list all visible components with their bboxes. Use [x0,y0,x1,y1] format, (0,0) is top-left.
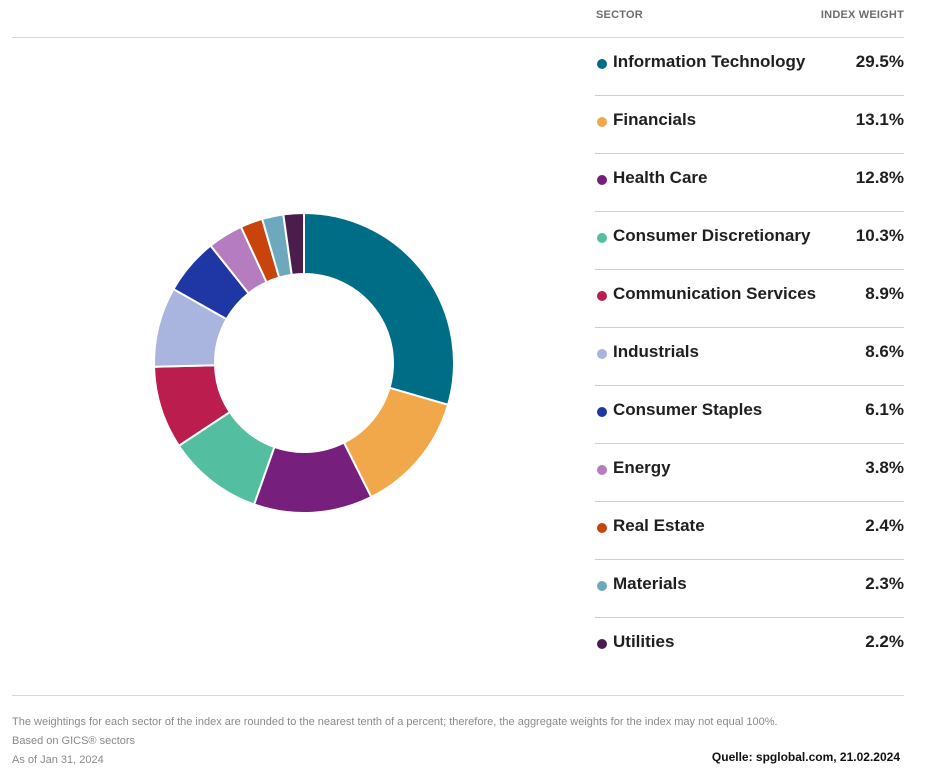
table-row: Health Care 12.8% [595,154,904,212]
table-row: Energy 3.8% [595,444,904,502]
sector-weight: 29.5% [855,52,904,71]
legend-dot-icon [597,465,607,475]
table-row: Consumer Discretionary 10.3% [595,212,904,270]
legend-dot-icon [597,59,607,69]
sector-weight: 6.1% [865,400,904,419]
table-row: Industrials 8.6% [595,328,904,386]
sector-name: Energy [613,458,671,477]
sector-weight: 2.2% [865,632,904,651]
sector-weight: 10.3% [855,226,904,245]
sector-weight: 2.4% [865,516,904,535]
sector-name: Real Estate [613,516,705,535]
sector-weight: 8.9% [865,284,904,303]
gics-note: Based on GICS® sectors [12,735,136,747]
table-row: Financials 13.1% [595,96,904,154]
legend-dot-icon [597,117,607,127]
table-row: Communication Services 8.9% [595,270,904,328]
donut-slice [303,211,455,407]
table-row: Materials 2.3% [595,560,904,618]
sector-name: Communication Services [613,284,817,303]
sector-name: Utilities [613,632,675,651]
sector-weight-table: SECTOR INDEX WEIGHT Information Technolo… [595,0,904,675]
sector-weight: 12.8% [855,168,904,187]
legend-dot-icon [597,407,607,417]
sector-donut-chart [140,199,468,527]
header-divider [12,37,904,38]
legend-dot-icon [597,175,607,185]
table-body: Information Technology 29.5% Financials 13.… [595,38,904,675]
legend-dot-icon [597,349,607,359]
as-of-date: As of Jan 31, 2024 [12,754,104,766]
sector-name: Information Technology [613,52,806,71]
sector-name: Consumer Discretionary [613,226,811,245]
table-row: Information Technology 29.5% [595,38,904,96]
footnotes: The weightings for each sector of the in… [12,713,778,770]
table-row: Consumer Staples 6.1% [595,386,904,444]
table-row: Real Estate 2.4% [595,502,904,560]
index-weight-column-header: INDEX WEIGHT [820,9,904,21]
legend-dot-icon [597,523,607,533]
footer-divider [12,695,904,696]
donut-svg [153,211,455,514]
sector-weight: 3.8% [865,458,904,477]
sector-column-header: SECTOR [596,9,643,21]
sector-name: Health Care [613,168,708,187]
table-header: SECTOR INDEX WEIGHT [595,0,904,38]
table-row: Utilities 2.2% [595,618,904,675]
source-credit: Quelle: spglobal.com, 21.02.2024 [711,750,900,764]
legend-dot-icon [597,639,607,649]
sector-weight: 13.1% [855,110,904,129]
sector-name: Financials [613,110,697,129]
sector-name: Materials [613,574,687,593]
legend-dot-icon [597,233,607,243]
sector-name: Industrials [613,342,699,361]
legend-dot-icon [597,291,607,301]
legend-dot-icon [597,581,607,591]
donut-slice [282,211,305,276]
rounding-note: The weightings for each sector of the in… [12,716,778,728]
sector-name: Consumer Staples [613,400,763,419]
sector-weight: 8.6% [865,342,904,361]
sector-weight: 2.3% [865,574,904,593]
